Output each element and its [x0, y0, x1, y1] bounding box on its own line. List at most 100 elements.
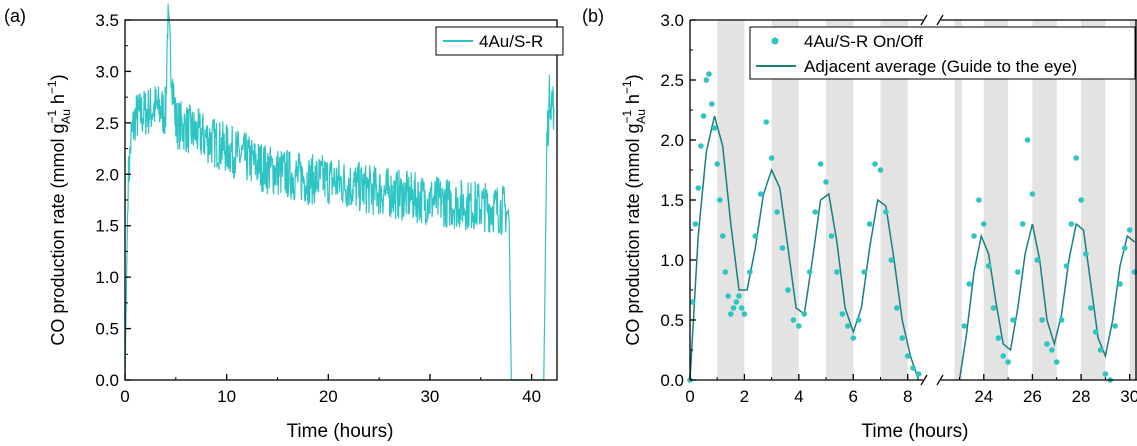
panel-b-data-point [1000, 353, 1006, 359]
panel-b-data-point [1039, 317, 1045, 323]
panel-b-data-point [1005, 359, 1011, 365]
panel-b-data-point [757, 191, 764, 197]
panel-b-axis-break-bottom [920, 374, 944, 386]
panel-a-legend-entry: 4Au/S-R [479, 32, 543, 51]
panel-b-guide-line [958, 222, 1136, 381]
panel-b-data-point [1058, 317, 1065, 323]
panel-b-data-point [1019, 221, 1026, 227]
panel-b-data-point [763, 119, 769, 125]
panel-b-data-point [839, 311, 846, 317]
panel-b-y-axis-label: CO production rate (mmol g−1Au h−1) [620, 74, 648, 345]
panel-b-data-point [981, 221, 987, 227]
panel-a-y-axis-label: CO production rate (mmol g−1Au h−1) [45, 74, 73, 345]
panel-b-data-point [774, 209, 780, 215]
panel-b-y-tick-label: 0.5 [660, 311, 684, 330]
panel-b-light-off-band [954, 20, 962, 380]
panel-b-y-tick-label: 1.5 [660, 191, 684, 210]
panel-b-data-point [1122, 245, 1128, 251]
panel-b-data-point [915, 371, 922, 377]
panel-b-data-point [801, 311, 808, 317]
panel-b-light-off-band [1129, 20, 1137, 380]
panel-a-y-tick-label: 3.5 [95, 11, 119, 30]
panel-b-data-point [872, 161, 878, 167]
panel-b-x-tick-label: 4 [794, 387, 803, 406]
panel-a-y-tick-label: 2.0 [95, 165, 119, 184]
panel-b-data-point [1010, 317, 1016, 323]
panel-b-light-off-band [1081, 20, 1106, 380]
panel-a-axes-frame [124, 19, 558, 381]
panel-b-data-point [1088, 305, 1094, 311]
panel-b-x-tick-label: 26 [1023, 387, 1042, 406]
panel-b-light-off-band [983, 20, 1009, 380]
panel-b-legend-box [749, 26, 1136, 80]
panel-b-data-point [828, 233, 835, 239]
panel-a-x-tick-label: 0 [120, 387, 129, 406]
panel-b-data-point [866, 221, 873, 227]
panel-b-data-point [855, 317, 862, 323]
panel-b-data-point [790, 317, 797, 323]
panel-b-x-tick-label: 30 [1120, 387, 1137, 406]
panel-b-data-point [1049, 347, 1055, 353]
panel-a-x-tick-label: 20 [319, 387, 338, 406]
panel-a-y-tick-label: 0.0 [95, 371, 119, 390]
panel-b-data-point [1083, 251, 1089, 257]
panel-b-data-point [785, 287, 791, 293]
panel-b-data-point [817, 161, 824, 167]
panel-b-y-tick-label: 0.0 [660, 371, 684, 390]
panel-b-y-tick-label: 1.0 [660, 251, 684, 270]
panel-b-data-point [1097, 347, 1104, 353]
panel-b-data-point [1024, 137, 1031, 143]
panel-b-data-point [689, 299, 696, 305]
panel-b-data-point [1034, 257, 1041, 263]
panel-b-data-point [845, 323, 851, 329]
panel-b: (b) 0.00.51.01.52.02.53.00 2 4 6 8 24 26 28 30 T… [582, 6, 1137, 442]
panel-b-data-point [1126, 227, 1133, 233]
panel-b-y-tick-label: 2.0 [660, 131, 684, 150]
panel-b-data-point [966, 281, 972, 287]
panel-b-data-point [861, 269, 867, 275]
panel-b-data-point [709, 101, 715, 107]
panel-b-plot-area: 0.00.51.01.52.02.53.00 2 4 6 8 24 26 28 30 [660, 11, 1137, 406]
panel-b-data-point [706, 71, 712, 77]
panel-a-plot-area: 0.0 0.5 1.0 1.5 2.0 2.5 3.0 3.5 0 10 20 30 40 [95, 3, 558, 406]
panel-a-x-axis-label: Time (hours) [287, 421, 394, 442]
panel-b-data-point [1015, 269, 1021, 275]
panel-a-y-tick-label: 1.0 [95, 268, 119, 287]
panel-b-data-point [700, 113, 707, 119]
panel-a-y-tick-label: 2.5 [95, 114, 119, 133]
panel-b-data-point [1063, 263, 1070, 269]
panel-b-data-point [990, 305, 997, 311]
panel-b-data-point [752, 233, 759, 239]
panel-b-legend-entry-scatter: 4Au/S-R On/Off [804, 32, 923, 51]
panel-a-y-tick-label: 0.5 [95, 320, 119, 339]
panel-b-data-point [877, 167, 884, 173]
panel-b-label: (b) [582, 6, 604, 26]
panel-b-data-point [995, 335, 1002, 341]
panel-b-data-point [971, 233, 977, 239]
panel-b-data-point [741, 311, 748, 317]
panel-b-data-point [719, 233, 726, 239]
panel-b-data-point [1044, 341, 1050, 347]
panel-b-data-point [1073, 155, 1079, 161]
panel-b-data-point [985, 263, 992, 269]
panel-b-data-point [894, 305, 900, 311]
panel-b-data-point [1117, 281, 1123, 287]
panel-b-data-point [910, 365, 916, 371]
panel-b-data-point [823, 179, 829, 185]
panel-b-x-tick-label: 28 [1072, 387, 1091, 406]
panel-b-data-point [888, 257, 895, 263]
panel-b-data-point [698, 143, 704, 149]
panel-b-data-point [692, 221, 699, 227]
panel-b-data-point [730, 305, 737, 311]
panel-b-data-point [1092, 329, 1099, 335]
panel-b-data-point [695, 185, 701, 191]
panel-b-x-axis-label: Time (hours) [862, 421, 969, 442]
panel-b-legend: 4Au/S-R On/Off Adjacent average (Guide t… [749, 26, 1136, 80]
panel-b-data-point [961, 323, 968, 329]
panel-b-data-point [796, 323, 802, 329]
panel-b-x-tick-label: 24 [974, 387, 993, 406]
panel-b-data-point [738, 305, 745, 311]
panel-a-legend: 4Au/S-R [435, 26, 564, 56]
panel-a-label: (a) [4, 6, 26, 26]
